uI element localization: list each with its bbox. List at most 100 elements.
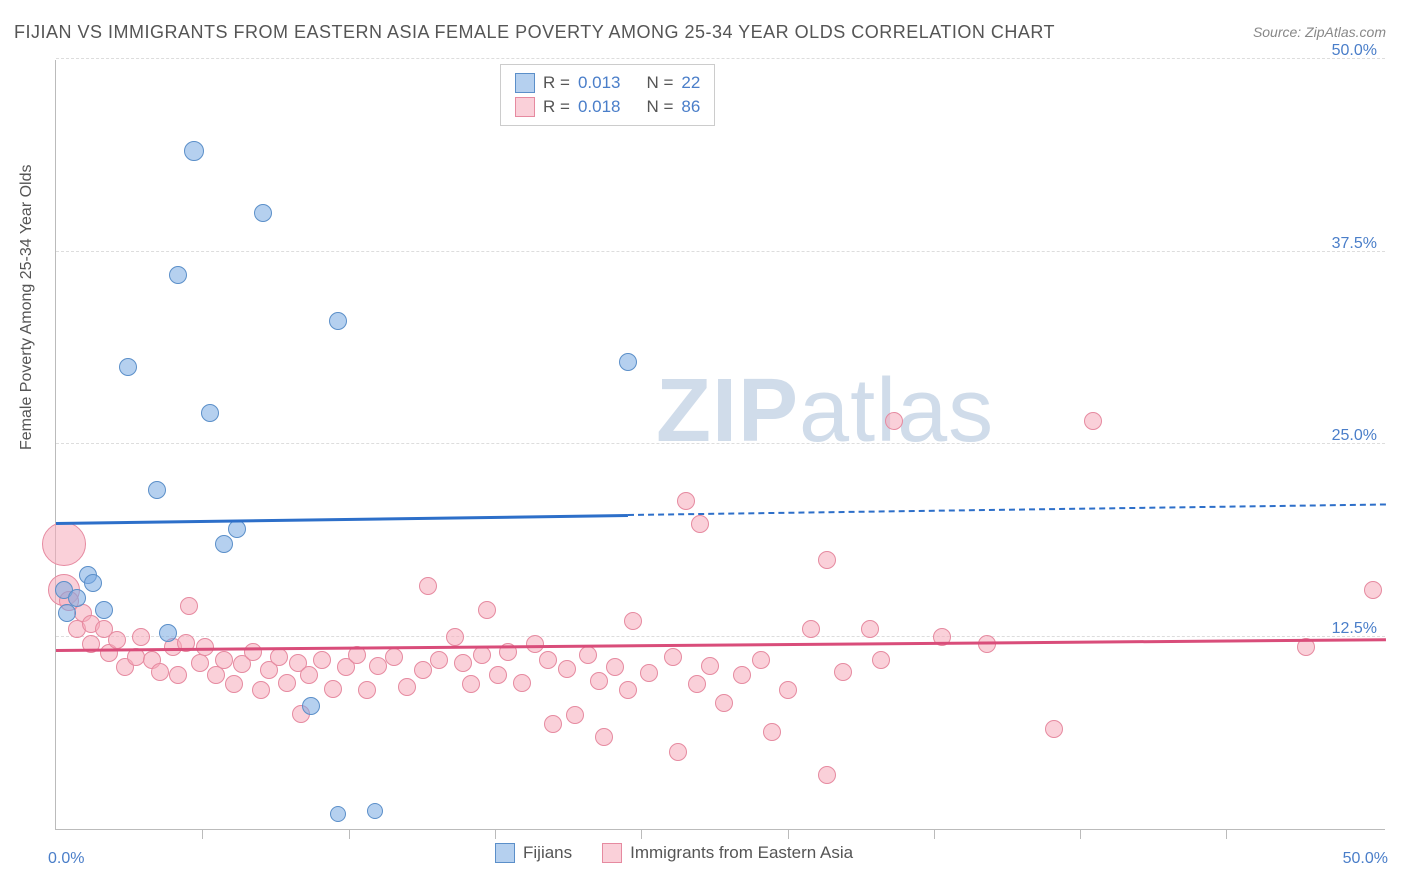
data-point bbox=[191, 654, 209, 672]
source-label: Source: ZipAtlas.com bbox=[1253, 24, 1386, 40]
data-point bbox=[329, 312, 347, 330]
x-tick bbox=[788, 829, 789, 839]
data-point bbox=[802, 620, 820, 638]
data-point bbox=[595, 728, 613, 746]
data-point bbox=[715, 694, 733, 712]
data-point bbox=[473, 646, 491, 664]
x-tick bbox=[495, 829, 496, 839]
data-point bbox=[358, 681, 376, 699]
data-point bbox=[225, 675, 243, 693]
data-point bbox=[489, 666, 507, 684]
data-point bbox=[1045, 720, 1063, 738]
data-point bbox=[169, 266, 187, 284]
trend-line bbox=[56, 514, 628, 524]
data-point bbox=[42, 522, 86, 566]
data-point bbox=[398, 678, 416, 696]
data-point bbox=[419, 577, 437, 595]
n-value-immigrants: 86 bbox=[681, 97, 700, 117]
legend-label-immigrants: Immigrants from Eastern Asia bbox=[630, 843, 853, 863]
swatch-pink bbox=[515, 97, 535, 117]
data-point bbox=[228, 520, 246, 538]
data-point bbox=[132, 628, 150, 646]
n-label: N = bbox=[646, 97, 673, 117]
data-point bbox=[669, 743, 687, 761]
data-point bbox=[1084, 412, 1102, 430]
watermark: ZIPatlas bbox=[656, 360, 994, 463]
x-tick bbox=[1226, 829, 1227, 839]
data-point bbox=[278, 674, 296, 692]
data-point bbox=[664, 648, 682, 666]
x-tick bbox=[641, 829, 642, 839]
y-axis-label: Female Poverty Among 25-34 Year Olds bbox=[18, 165, 36, 451]
data-point bbox=[252, 681, 270, 699]
grid-line bbox=[56, 251, 1385, 252]
data-point bbox=[201, 404, 219, 422]
data-point bbox=[169, 666, 187, 684]
chart-area: ZIPatlas 12.5%25.0%37.5%50.0% bbox=[55, 60, 1385, 830]
data-point bbox=[330, 806, 346, 822]
x-tick-50: 50.0% bbox=[1343, 850, 1388, 868]
n-label: N = bbox=[646, 73, 673, 93]
data-point bbox=[619, 681, 637, 699]
data-point bbox=[579, 646, 597, 664]
data-point bbox=[270, 648, 288, 666]
data-point bbox=[566, 706, 584, 724]
data-point bbox=[324, 680, 342, 698]
data-point bbox=[84, 574, 102, 592]
data-point bbox=[763, 723, 781, 741]
data-point bbox=[544, 715, 562, 733]
data-point bbox=[691, 515, 709, 533]
watermark-bold: ZIP bbox=[656, 361, 799, 461]
y-tick-label: 50.0% bbox=[1332, 42, 1377, 60]
watermark-light: atlas bbox=[799, 361, 994, 461]
data-point bbox=[462, 675, 480, 693]
r-value-fijians: 0.013 bbox=[578, 73, 621, 93]
stats-legend: R = 0.013 N = 22 R = 0.018 N = 86 bbox=[500, 64, 715, 126]
data-point bbox=[148, 481, 166, 499]
legend-label-fijians: Fijians bbox=[523, 843, 572, 863]
data-point bbox=[430, 651, 448, 669]
chart-title: FIJIAN VS IMMIGRANTS FROM EASTERN ASIA F… bbox=[14, 22, 1055, 43]
data-point bbox=[861, 620, 879, 638]
swatch-blue bbox=[515, 73, 535, 93]
data-point bbox=[244, 643, 262, 661]
grid-line bbox=[56, 58, 1385, 59]
r-label: R = bbox=[543, 97, 570, 117]
data-point bbox=[478, 601, 496, 619]
data-point bbox=[558, 660, 576, 678]
data-point bbox=[733, 666, 751, 684]
x-tick bbox=[349, 829, 350, 839]
r-value-immigrants: 0.018 bbox=[578, 97, 621, 117]
data-point bbox=[752, 651, 770, 669]
legend-item-immigrants: Immigrants from Eastern Asia bbox=[602, 843, 853, 863]
data-point bbox=[677, 492, 695, 510]
data-point bbox=[446, 628, 464, 646]
data-point bbox=[688, 675, 706, 693]
data-point bbox=[207, 666, 225, 684]
x-tick bbox=[934, 829, 935, 839]
data-point bbox=[159, 624, 177, 642]
grid-line bbox=[56, 636, 1385, 637]
data-point bbox=[108, 631, 126, 649]
swatch-pink bbox=[602, 843, 622, 863]
y-tick-label: 12.5% bbox=[1332, 620, 1377, 638]
data-point bbox=[184, 141, 204, 161]
data-point bbox=[95, 601, 113, 619]
y-tick-label: 25.0% bbox=[1332, 427, 1377, 445]
stats-row-fijians: R = 0.013 N = 22 bbox=[515, 71, 700, 95]
data-point bbox=[701, 657, 719, 675]
x-tick-0: 0.0% bbox=[48, 850, 84, 868]
legend-item-fijians: Fijians bbox=[495, 843, 572, 863]
data-point bbox=[68, 589, 86, 607]
data-point bbox=[215, 535, 233, 553]
swatch-blue bbox=[495, 843, 515, 863]
r-label: R = bbox=[543, 73, 570, 93]
data-point bbox=[414, 661, 432, 679]
data-point bbox=[151, 663, 169, 681]
data-point bbox=[367, 803, 383, 819]
data-point bbox=[834, 663, 852, 681]
data-point bbox=[215, 651, 233, 669]
data-point bbox=[513, 674, 531, 692]
n-value-fijians: 22 bbox=[681, 73, 700, 93]
bottom-legend: Fijians Immigrants from Eastern Asia bbox=[495, 843, 853, 863]
